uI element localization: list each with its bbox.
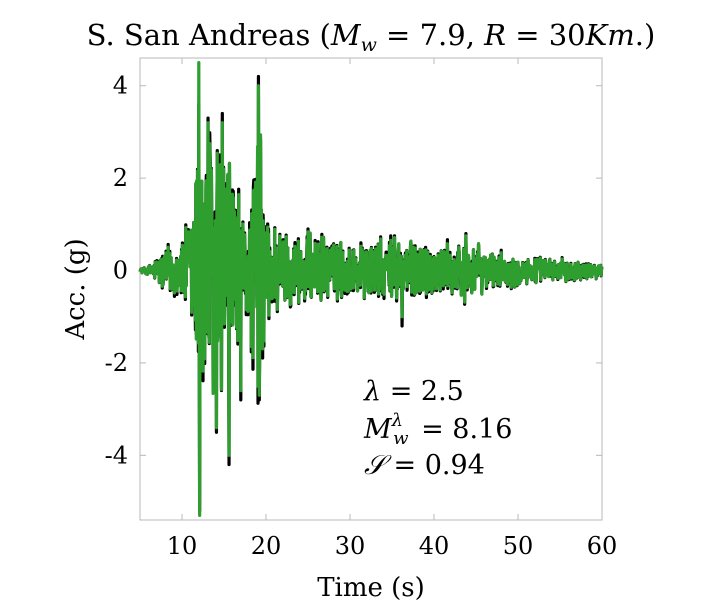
y-axis-label: Acc. (g) — [61, 238, 91, 340]
ticks: 10 20 30 40 50 60 -4 -2 0 2 4 — [105, 58, 618, 560]
title-m-sub: w — [361, 34, 377, 56]
title-r-value: = 30 — [506, 18, 586, 52]
y-tick-label: 0 — [113, 257, 128, 285]
y-tick-label: -2 — [105, 349, 128, 377]
x-tick-label: 50 — [503, 532, 534, 560]
chart-title: S. San Andreas (Mw = 7.9, R = 30Km.) — [87, 18, 656, 56]
title-r-unit: Km — [585, 18, 635, 52]
annotation-s: 𝒮 = 0.94 — [364, 450, 485, 481]
title-m-symbol: M — [330, 18, 362, 52]
annotation-mw-sup: λ — [391, 410, 403, 431]
annotation-mw-sub: w — [393, 428, 409, 449]
series-group — [138, 61, 604, 517]
x-tick-label: 30 — [335, 532, 366, 560]
y-tick-label: 4 — [113, 72, 128, 100]
x-tick-label: 40 — [419, 532, 450, 560]
x-tick-label: 10 — [167, 532, 198, 560]
title-suffix: .) — [635, 18, 656, 52]
annotation-mw-symbol: M — [363, 414, 393, 445]
x-tick-label: 60 — [587, 532, 618, 560]
annotation-lambda: λ = 2.5 — [363, 376, 464, 407]
series-line-scaled — [138, 61, 604, 517]
x-tick-label: 20 — [251, 532, 282, 560]
title-m-value: = 7.9, — [377, 18, 484, 52]
annotation-lambda-symbol: λ — [363, 376, 381, 407]
annotation-mw: Mλ w = 8.16 — [363, 410, 512, 449]
y-tick-label: 2 — [113, 164, 128, 192]
x-axis-label: Time (s) — [317, 573, 425, 603]
title-r-symbol: R — [483, 18, 506, 52]
annotation-s-value: = 0.94 — [385, 450, 485, 481]
y-tick-label: -4 — [105, 441, 128, 469]
title-prefix: S. San Andreas ( — [87, 18, 331, 52]
annotation-mw-value: = 8.16 — [413, 414, 513, 445]
annotation-lambda-value: = 2.5 — [381, 376, 464, 407]
